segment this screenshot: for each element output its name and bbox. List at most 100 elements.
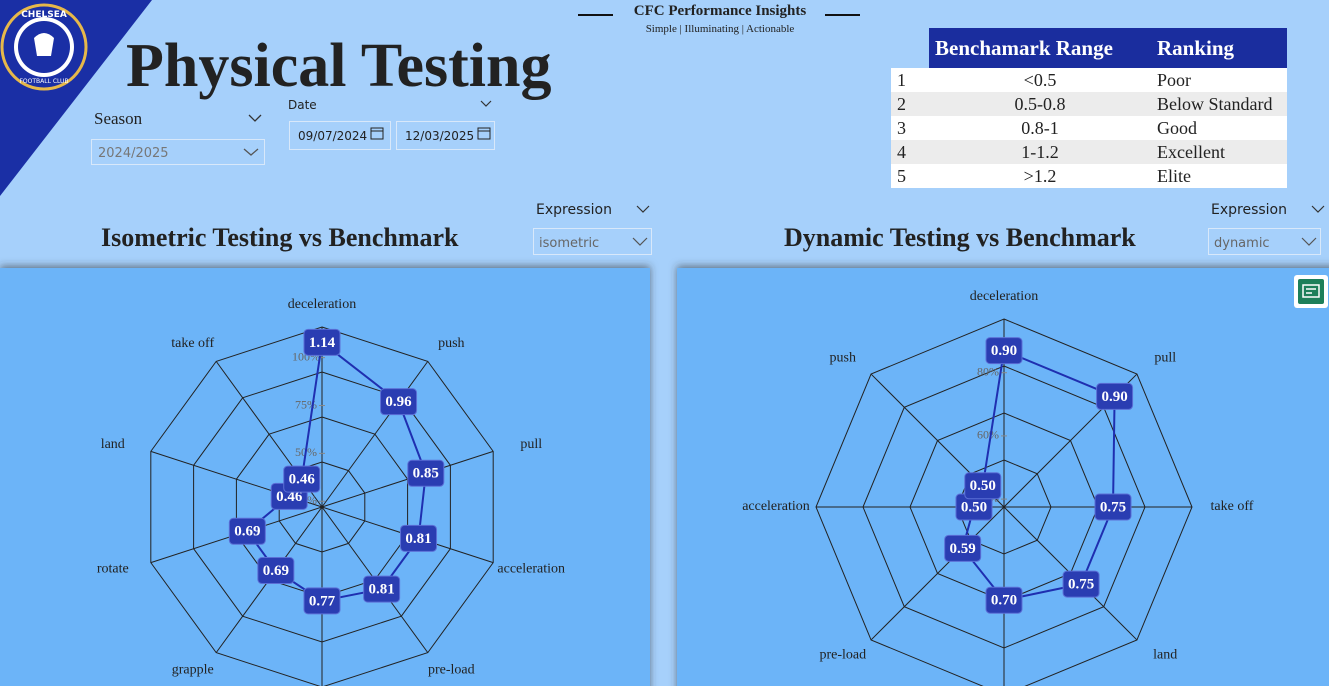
chart-title: Isometric Testing vs Benchmark <box>101 223 459 252</box>
table-cell: 4 <box>897 141 906 162</box>
table-header: Benchamark Range <box>929 28 1151 68</box>
value-label-box <box>985 337 1023 365</box>
table-row: 3 0.8-1 Good <box>891 116 1287 140</box>
table-cell: 1-1.2 <box>1021 141 1059 162</box>
value-label: 0.90 <box>1101 389 1127 405</box>
table-cell: 0.5-0.8 <box>1014 93 1066 114</box>
value-label: 0.46 <box>289 472 316 488</box>
value-label: 0.90 <box>991 343 1017 359</box>
benchmark-table: Benchamark Range Ranking 1 <0.5 Poor 2 0.5-0… <box>891 28 1287 188</box>
chart-title: Dynamic Testing vs Benchmark <box>784 223 1136 252</box>
value-label: 0.70 <box>991 593 1017 609</box>
axis-label: grapple <box>172 663 214 678</box>
value-label-box <box>944 534 982 562</box>
value-label-box <box>380 388 418 416</box>
value-label: 0.81 <box>369 582 395 598</box>
logo-text: CHELSEA <box>21 10 67 20</box>
chevron <box>1311 205 1325 213</box>
value-label-box <box>303 328 341 356</box>
axis-label: acceleration <box>742 499 810 514</box>
table-cell: Poor <box>1157 69 1192 90</box>
calendar-icon[interactable] <box>477 126 491 140</box>
chevron-line <box>632 237 648 246</box>
r-tick-label: 80% <box>977 364 999 378</box>
table-cell: 0.8-1 <box>1021 117 1059 138</box>
date-start[interactable]: 09/07/2024 <box>289 121 391 150</box>
chevron-line <box>1311 205 1325 213</box>
expression-dropdown[interactable]: dynamic <box>1208 228 1321 255</box>
value-label: 0.50 <box>961 499 987 515</box>
axis-label: push <box>830 351 856 366</box>
table-cell: <0.5 <box>1023 69 1057 90</box>
value-label-box <box>400 524 438 552</box>
table-row: 2 0.5-0.8 Below Standard <box>891 92 1287 116</box>
radar-ring <box>150 326 494 686</box>
calendar-icon[interactable] <box>370 126 384 140</box>
value-label: 0.85 <box>413 466 439 482</box>
axis-label: pre-load <box>819 648 866 663</box>
expression-dropdown[interactable]: isometric <box>533 228 652 255</box>
value-label: 0.59 <box>950 541 976 557</box>
table-row: 5 >1.2 Elite <box>891 164 1287 188</box>
table-cell: >1.2 <box>1023 165 1057 186</box>
chevron[interactable] <box>480 100 492 108</box>
radar-spoke <box>870 506 1005 641</box>
table-row: 4 1-1.2 Excellent <box>891 140 1287 164</box>
chevron-line <box>636 205 650 213</box>
icon-button <box>1298 279 1324 304</box>
chevron <box>636 205 650 213</box>
axis-label: acceleration <box>497 562 565 577</box>
expression-label: Expression <box>536 202 612 218</box>
value-label: 1.14 <box>309 335 336 351</box>
axis-label: take off <box>1211 499 1254 514</box>
axis-label: land <box>101 437 125 452</box>
radar-spoke <box>321 361 429 508</box>
value-label: 0.75 <box>1068 577 1094 593</box>
chevron <box>1301 237 1317 246</box>
value-label: 0.50 <box>970 478 996 494</box>
axis-label: pre-load <box>428 663 475 678</box>
table-header: Ranking <box>1151 28 1287 68</box>
chevron[interactable] <box>248 113 262 123</box>
brand-lines <box>578 14 860 16</box>
logo-area: CHELSEA FOOTBALL CLUB <box>0 0 152 196</box>
axis-label: deceleration <box>970 289 1038 304</box>
axis-label: pull <box>1154 351 1176 366</box>
logo-text: FOOTBALL CLUB <box>19 78 68 85</box>
axis-label: pull <box>520 437 542 452</box>
axis-label: rotate <box>97 562 129 577</box>
chevron <box>632 237 648 246</box>
table-cell: Good <box>1157 117 1197 138</box>
axis-label: take off <box>171 336 214 351</box>
value-label: 0.69 <box>234 524 260 540</box>
value-label-box <box>228 517 266 545</box>
date-end[interactable]: 12/03/2025 <box>396 121 495 150</box>
value-label: 0.77 <box>309 593 336 609</box>
value-label-box <box>1096 382 1134 410</box>
value-label: 0.69 <box>263 563 289 579</box>
expression-label: Expression <box>1211 202 1287 218</box>
value-label-box <box>407 459 445 487</box>
table-cell: 2 <box>897 93 906 114</box>
value-label: 0.75 <box>1100 499 1126 515</box>
value-label: 0.46 <box>276 489 303 505</box>
value-label-box <box>257 557 295 585</box>
chevron <box>243 148 259 156</box>
radar-ring <box>815 318 1193 686</box>
page-title: Physical Testing <box>126 32 552 100</box>
season-label: Season <box>94 109 143 128</box>
axis-label: push <box>438 336 464 351</box>
season-dropdown[interactable]: 2024/2025 <box>91 139 265 165</box>
value-label-box <box>1062 570 1100 598</box>
table-cell: Excellent <box>1157 141 1225 162</box>
table-cell: 5 <box>897 165 906 186</box>
table-cell: 3 <box>897 117 906 138</box>
value-label-box <box>964 472 1002 500</box>
chart-panel <box>677 268 1329 686</box>
value-label: 0.81 <box>405 531 431 547</box>
date-label: Date <box>288 98 317 112</box>
brand: CFC Performance Insights <box>633 3 807 19</box>
chevron-line <box>1301 237 1317 246</box>
